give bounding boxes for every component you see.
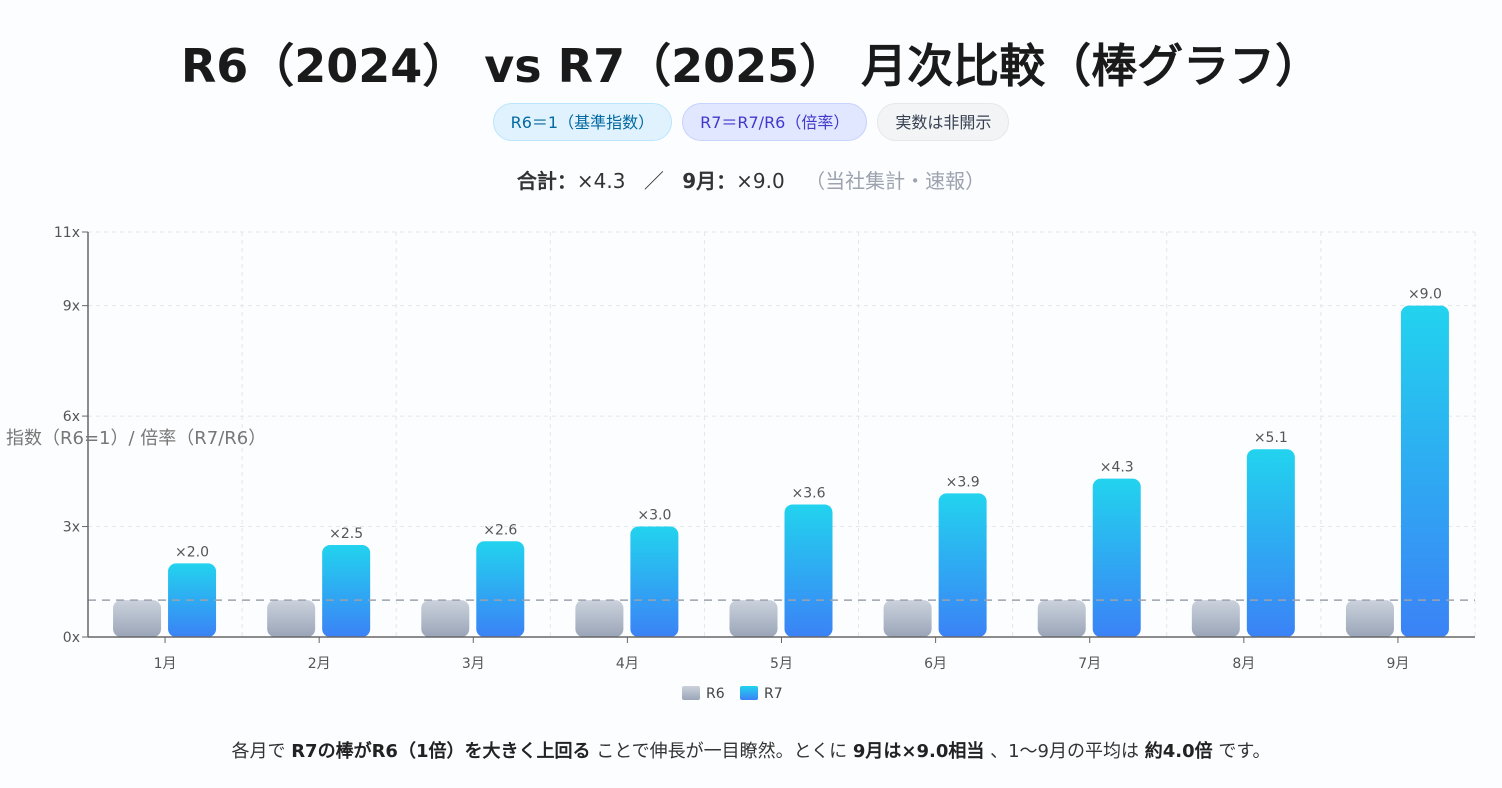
footnote-text: です。 — [1212, 741, 1271, 762]
bar-r6 — [421, 600, 470, 637]
data-label: ×9.0 — [1408, 287, 1442, 303]
data-label: ×5.1 — [1254, 430, 1288, 446]
footnote-emphasis: R7の棒がR6（1倍）を大きく上回る — [291, 741, 591, 762]
total-label: 合計： — [516, 169, 577, 193]
data-label: ×3.9 — [946, 474, 980, 490]
x-tick-label: 2月 — [308, 656, 331, 672]
bar-r6 — [575, 600, 624, 637]
september-value: ×9.0 — [736, 169, 785, 193]
bar-r6 — [729, 600, 778, 637]
bar-r7 — [784, 504, 833, 637]
y-tick-label: 11x — [54, 225, 80, 241]
data-label: ×4.3 — [1100, 460, 1134, 476]
badge-r6-baseline: R6＝1（基準指数） — [492, 103, 673, 141]
badge-row: R6＝1（基準指数） R7＝R7/R6（倍率） 実数は非開示 — [0, 103, 1502, 141]
x-tick-label: 4月 — [616, 656, 639, 672]
data-label: ×3.0 — [637, 508, 671, 524]
bar-r7 — [1246, 449, 1295, 637]
x-tick-label: 6月 — [924, 656, 947, 672]
footnote-emphasis: 9月は×9.0相当 — [852, 741, 985, 762]
badge-r7-ratio: R7＝R7/R6（倍率） — [682, 103, 868, 141]
data-label: ×3.6 — [792, 485, 826, 501]
bar-r7 — [1400, 305, 1449, 637]
legend-swatch-r7 — [740, 686, 758, 700]
bar-r7 — [476, 541, 525, 637]
september-label: 9月： — [682, 169, 737, 193]
data-label: ×2.5 — [329, 526, 363, 542]
source-note: （当社集計・速報） — [805, 169, 986, 193]
x-tick-label: 8月 — [1232, 656, 1255, 672]
footnote-text: 各月で — [231, 741, 292, 762]
bar-r6 — [883, 600, 932, 637]
bar-r6 — [113, 600, 162, 637]
x-tick-label: 9月 — [1386, 656, 1409, 672]
bar-r7 — [1092, 478, 1141, 637]
bar-r7 — [938, 493, 987, 637]
bar-r7 — [630, 526, 679, 637]
y-tick-label: 6x — [63, 409, 80, 425]
footnote-text: 、1〜9月の平均は — [984, 741, 1145, 762]
bar-r6 — [1345, 600, 1394, 637]
x-tick-label: 1月 — [154, 656, 177, 672]
y-tick-label: 3x — [63, 520, 80, 536]
bar-r6 — [1037, 600, 1086, 637]
legend-label-r6: R6 — [706, 686, 725, 702]
total-value: ×4.3 — [576, 169, 626, 193]
y-tick-label: 0x — [63, 630, 80, 646]
summary-line: 合計：×4.3 ／ 9月：×9.0 （当社集計・速報） — [0, 165, 1502, 194]
x-tick-label: 3月 — [462, 656, 485, 672]
bar-r6 — [1191, 600, 1240, 637]
page-title: R6（2024） vs R7（2025） 月次比較（棒グラフ） — [180, 39, 1322, 93]
bar-r7 — [322, 544, 371, 637]
y-axis-label: 指数（R6=1）/ 倍率（R7/R6） — [6, 428, 267, 449]
x-tick-label: 7月 — [1078, 656, 1101, 672]
legend-swatch-r6 — [682, 686, 700, 700]
x-tick-label: 5月 — [770, 656, 793, 672]
bar-chart: ×2.0 ×2.5 ×2.6 ×3.0 ×3.6 ×3.9 ×4.3 ×5.1 ×9.0 0x 3x… — [54, 225, 1476, 702]
data-label: ×2.6 — [483, 522, 517, 538]
y-tick-label: 9x — [63, 299, 80, 315]
separator: ／ — [643, 169, 664, 193]
legend-label-r7: R7 — [764, 686, 783, 702]
footnote: 各月で R7の棒がR6（1倍）を大きく上回る ことで伸長が一目瞭然。とくに 9月… — [0, 737, 1502, 763]
data-label: ×2.0 — [175, 544, 209, 560]
footnote-text: ことで伸長が一目瞭然。とくに — [590, 741, 853, 762]
footnote-emphasis: 約4.0倍 — [1144, 741, 1213, 762]
badge-undisclosed: 実数は非開示 — [877, 103, 1010, 141]
bar-r6 — [267, 600, 316, 637]
